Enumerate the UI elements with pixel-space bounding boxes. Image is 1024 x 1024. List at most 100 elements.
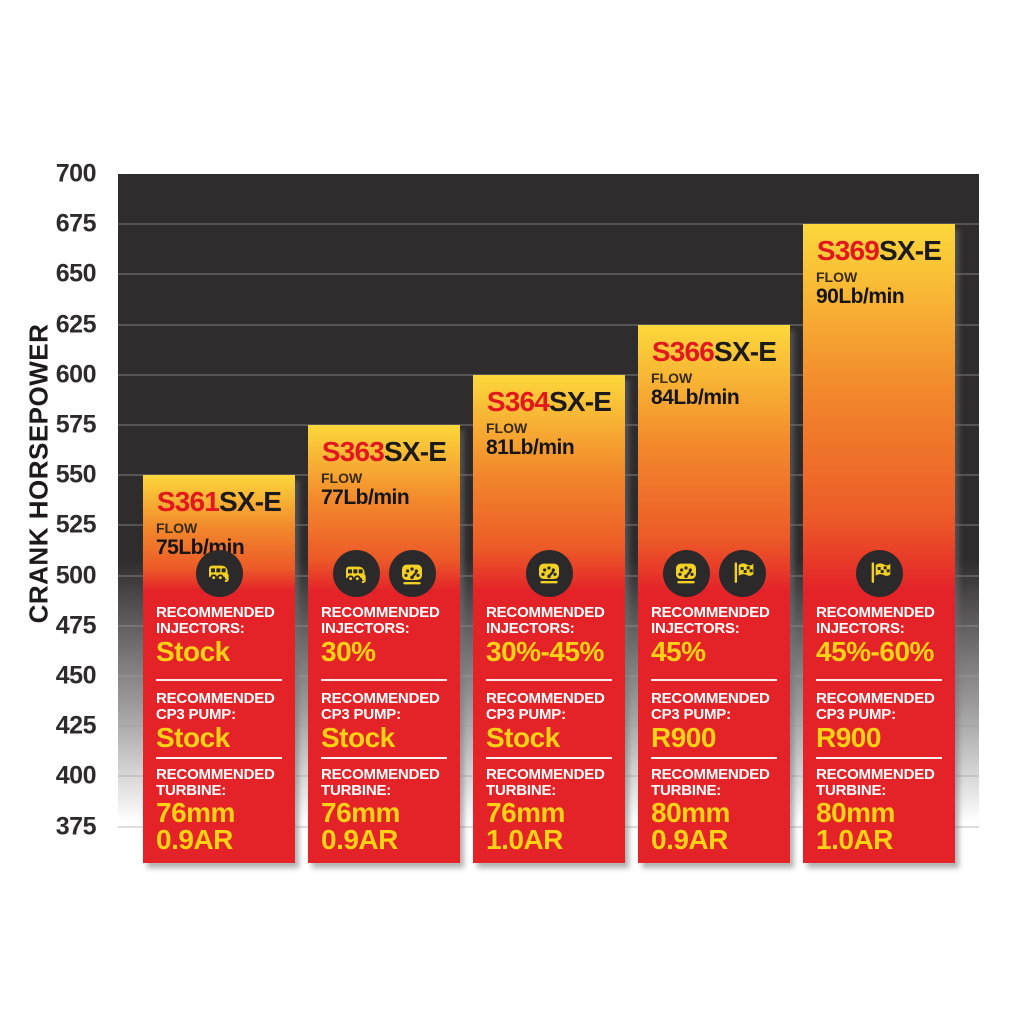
injectors-section: RECOMMENDED INJECTORS: 30%-45% xyxy=(473,604,625,667)
injectors-label: RECOMMENDED INJECTORS: xyxy=(816,603,935,637)
injectors-value: 30% xyxy=(321,636,376,667)
cp3-pump-label: RECOMMENDED CP3 PUMP: xyxy=(156,689,275,723)
turbo-model-title: S369SX-E xyxy=(803,235,955,267)
turbine-section: RECOMMENDED TURBINE: 76mm 0.9AR xyxy=(143,765,295,855)
turbine-value: 80mm 1.0AR xyxy=(816,796,895,855)
turbine-label: RECOMMENDED TURBINE: xyxy=(321,766,440,799)
model-suffix: SX-E xyxy=(219,486,282,518)
y-tick-525: 525 xyxy=(55,510,97,539)
bar-spec-content: RECOMMENDED INJECTORS: 30%-45% RECOMMENDED C… xyxy=(473,549,625,863)
gridline-650 xyxy=(118,273,979,276)
injectors-section: RECOMMENDED INJECTORS: Stock xyxy=(143,604,295,667)
turbine-label: RECOMMENDED TURBINE: xyxy=(651,765,770,799)
checkered-flag-icon xyxy=(718,549,766,597)
cp3-pump-section: RECOMMENDED CP3 PUMP: Stock xyxy=(143,689,295,753)
injectors-label: RECOMMENDED INJECTORS: xyxy=(321,604,440,637)
turbine-section: RECOMMENDED TURBINE: 80mm 1.0AR xyxy=(803,765,955,855)
model-prefix: S361 xyxy=(156,486,220,518)
bar-s369sx-e: S369SX-E FLOW 90Lb/min RECOMMENDED INJECTORS… xyxy=(803,224,955,863)
injectors-label: RECOMMENDED INJECTORS: xyxy=(651,603,770,637)
flow-block: FLOW 90Lb/min xyxy=(803,269,955,309)
injectors-section: RECOMMENDED INJECTORS: 30% xyxy=(308,605,460,667)
flow-label: FLOW xyxy=(156,520,198,537)
y-tick-700: 700 xyxy=(55,159,97,188)
cp3-pump-label: RECOMMENDED CP3 PUMP: xyxy=(486,689,605,723)
y-tick-500: 500 xyxy=(55,561,97,590)
turbine-value: 80mm 0.9AR xyxy=(651,796,730,855)
y-tick-425: 425 xyxy=(55,711,97,740)
flow-value: 81Lb/min xyxy=(486,435,575,459)
y-tick-550: 550 xyxy=(55,460,97,489)
injectors-value: 30%-45% xyxy=(486,635,604,667)
flow-label: FLOW xyxy=(651,369,693,386)
turbo-model-title: S364SX-E xyxy=(473,386,625,418)
divider xyxy=(651,756,777,759)
flow-label: FLOW xyxy=(816,269,858,286)
bar-s366sx-e: S366SX-E FLOW 84Lb/min RECOMMENDED INJECTORS… xyxy=(638,324,790,863)
y-tick-625: 625 xyxy=(55,310,97,339)
turbine-section: RECOMMENDED TURBINE: 80mm 0.9AR xyxy=(638,765,790,855)
cp3-pump-section: RECOMMENDED CP3 PUMP: R900 xyxy=(638,689,790,753)
injectors-section: RECOMMENDED INJECTORS: 45%-60% xyxy=(803,603,955,667)
bar-spec-content: RECOMMENDED INJECTORS: 30% RECOMMENDED CP3 P… xyxy=(308,550,460,863)
bar-spec-content: RECOMMENDED INJECTORS: 45%-60% RECOMMENDED C… xyxy=(803,549,955,863)
turbine-section: RECOMMENDED TURBINE: 76mm 1.0AR xyxy=(473,765,625,855)
towing-icon xyxy=(195,549,243,597)
model-prefix: S366 xyxy=(651,335,715,367)
turbo-model-title: S366SX-E xyxy=(638,336,790,368)
turbine-label: RECOMMENDED TURBINE: xyxy=(156,765,275,799)
turbine-value: 76mm 1.0AR xyxy=(486,796,565,855)
gridline-625 xyxy=(118,323,979,326)
model-prefix: S364 xyxy=(486,385,550,417)
flow-block: FLOW 84Lb/min xyxy=(638,369,790,409)
cp3-pump-label: RECOMMENDED CP3 PUMP: xyxy=(651,689,770,723)
divider xyxy=(816,756,942,759)
y-tick-375: 375 xyxy=(55,812,97,841)
cp3-pump-section: RECOMMENDED CP3 PUMP: Stock xyxy=(473,689,625,753)
turbine-label: RECOMMENDED TURBINE: xyxy=(486,765,605,799)
injectors-value: Stock xyxy=(156,635,230,667)
turbine-label: RECOMMENDED TURBINE: xyxy=(816,765,935,799)
turbo-model-title: S361SX-E xyxy=(143,486,295,518)
model-suffix: SX-E xyxy=(549,385,612,417)
injectors-value: 45%-60% xyxy=(816,635,934,667)
injectors-section: RECOMMENDED INJECTORS: 45% xyxy=(638,603,790,667)
divider xyxy=(156,756,282,759)
bar-s364sx-e: S364SX-E FLOW 81Lb/min RECOMMENDED INJECTORS… xyxy=(473,374,625,863)
bar-spec-content: RECOMMENDED INJECTORS: 45% RECOMMENDED CP3 P… xyxy=(638,549,790,863)
turbine-section: RECOMMENDED TURBINE: 76mm 0.9AR xyxy=(308,766,460,855)
y-tick-600: 600 xyxy=(55,360,97,389)
cp3-pump-value: R900 xyxy=(651,721,716,753)
checkered-flag-icon xyxy=(855,549,903,597)
y-tick-675: 675 xyxy=(55,209,97,238)
usage-icons xyxy=(638,549,790,597)
flow-label: FLOW xyxy=(321,470,363,486)
gridline-675 xyxy=(118,223,979,226)
flow-label: FLOW xyxy=(486,419,528,436)
model-prefix: S363 xyxy=(321,436,385,467)
cp3-pump-label: RECOMMENDED CP3 PUMP: xyxy=(816,689,935,723)
turbine-value: 76mm 0.9AR xyxy=(321,797,400,855)
flow-value: 90Lb/min xyxy=(816,285,905,309)
usage-icons xyxy=(143,549,295,597)
cp3-pump-value: R900 xyxy=(816,721,881,753)
cp3-pump-section: RECOMMENDED CP3 PUMP: Stock xyxy=(308,691,460,753)
y-tick-650: 650 xyxy=(55,259,97,288)
cp3-pump-section: RECOMMENDED CP3 PUMP: R900 xyxy=(803,689,955,753)
bar-s361sx-e: S361SX-E FLOW 75Lb/min RECOMMENDED INJECTORS… xyxy=(143,475,295,863)
gauge-icon xyxy=(662,549,710,597)
model-suffix: SX-E xyxy=(384,436,447,467)
turbine-value: 76mm 0.9AR xyxy=(156,796,235,855)
bar-spec-content: RECOMMENDED INJECTORS: Stock RECOMMENDED CP3… xyxy=(143,549,295,863)
y-tick-575: 575 xyxy=(55,410,97,439)
turbo-model-title: S363SX-E xyxy=(308,436,460,468)
divider xyxy=(816,678,942,681)
flow-value: 77Lb/min xyxy=(321,486,410,509)
divider xyxy=(156,678,282,681)
flow-block: FLOW 81Lb/min xyxy=(473,419,625,459)
towing-icon xyxy=(332,550,380,597)
injectors-value: 45% xyxy=(651,635,706,667)
usage-icons xyxy=(803,549,955,597)
y-tick-450: 450 xyxy=(55,661,97,690)
